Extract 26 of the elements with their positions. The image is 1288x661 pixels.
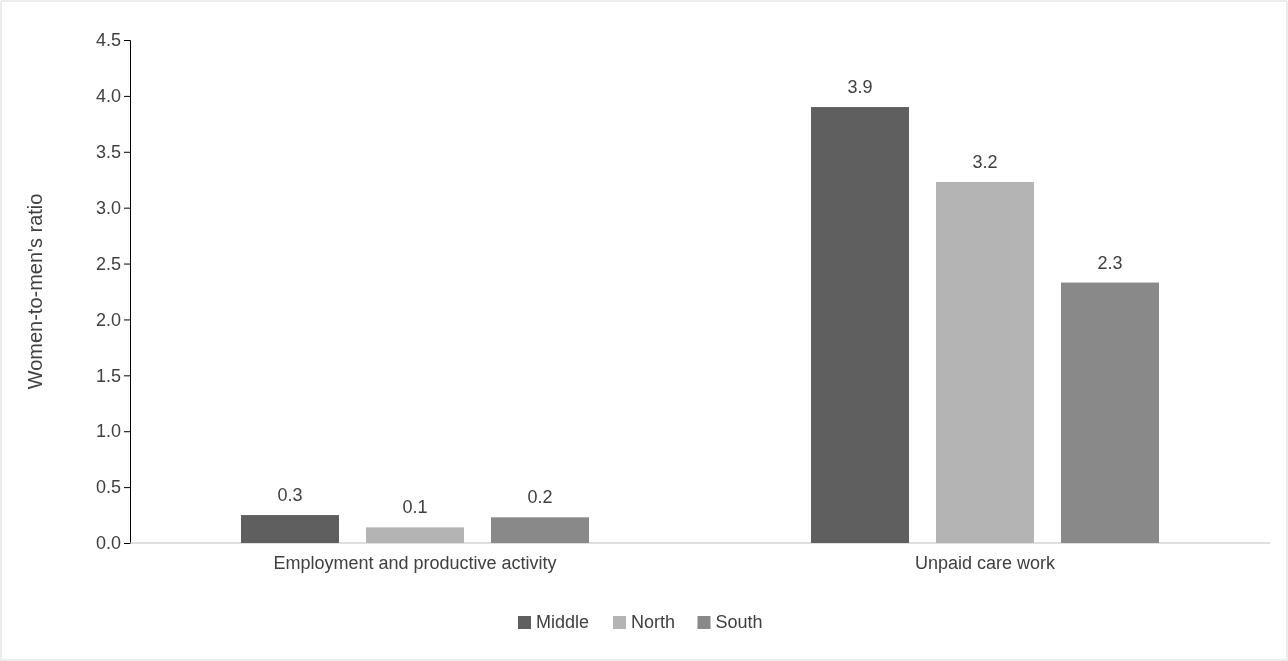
data-label: 0.3	[277, 485, 303, 506]
y-tick-label: 2.5	[95, 253, 121, 274]
y-tick-label: 0.5	[95, 477, 121, 498]
y-tick-label: 4.5	[95, 30, 121, 51]
data-label: 2.3	[1097, 252, 1123, 273]
data-label: 0.2	[527, 487, 553, 508]
x-tick-label: Unpaid care work	[914, 553, 1057, 574]
legend-label: North	[631, 612, 676, 632]
y-tick-label: 3.0	[95, 197, 121, 218]
bar	[1061, 282, 1159, 543]
y-tick-label: 4.0	[95, 86, 121, 107]
y-tick-label: 1.0	[95, 421, 121, 442]
y-axis-title: Women-to-men's ratio	[24, 193, 46, 390]
y-tick-label: 2.0	[95, 309, 121, 330]
data-label: 3.9	[847, 77, 873, 98]
data-label: 0.1	[402, 497, 428, 518]
bar	[241, 515, 339, 543]
legend-label: Middle	[536, 612, 590, 632]
data-label: 3.2	[972, 151, 998, 172]
y-tick-label: 1.5	[95, 365, 121, 386]
legend-label: South	[715, 612, 763, 632]
y-tick-label: 3.5	[95, 142, 121, 163]
y-tick-label: 0.0	[95, 533, 121, 554]
bar	[811, 107, 909, 543]
x-tick-label: Employment and productive activity	[273, 553, 557, 574]
bar	[491, 517, 589, 543]
